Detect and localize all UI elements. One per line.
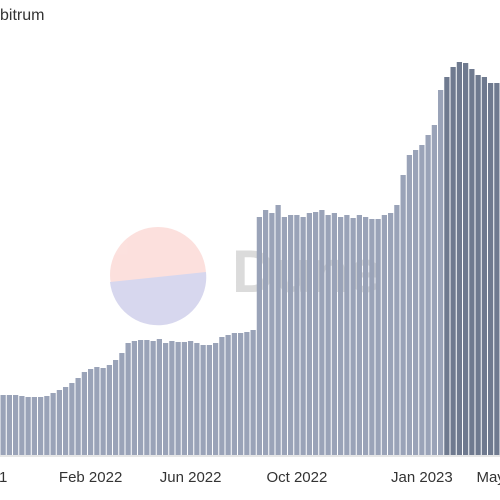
bar [194, 343, 200, 455]
bar [88, 369, 94, 455]
bar [294, 215, 300, 455]
x-tick-label: Jan 2023 [391, 469, 453, 486]
bar [400, 175, 406, 455]
bar [169, 341, 175, 455]
bar [269, 213, 275, 455]
bar [319, 210, 325, 455]
bar [431, 125, 437, 455]
bar [75, 378, 81, 455]
bar [100, 368, 106, 455]
bar [156, 339, 162, 455]
bar [394, 205, 400, 455]
x-tick-label: May [476, 469, 500, 486]
bar [288, 215, 294, 455]
x-tick-label: Feb 2022 [59, 469, 122, 486]
bar [144, 340, 150, 455]
bar [363, 217, 369, 455]
bar [6, 395, 12, 455]
bar [50, 393, 56, 455]
bar [106, 365, 112, 455]
bar [63, 387, 69, 455]
bar [350, 218, 356, 455]
bar [438, 90, 444, 455]
bar [450, 67, 456, 455]
bar [38, 397, 44, 455]
watermark-logo-half [110, 272, 207, 326]
bar [463, 63, 469, 455]
bar [238, 333, 244, 455]
bar [388, 213, 394, 455]
bar [56, 390, 62, 455]
bar [44, 396, 50, 455]
bar [425, 135, 431, 455]
bar [19, 396, 25, 455]
bar [419, 145, 425, 455]
bar [31, 397, 37, 455]
bar [263, 210, 269, 455]
bar [406, 155, 412, 455]
bar [338, 217, 344, 455]
bar [281, 217, 287, 455]
bar [225, 335, 231, 455]
bar [119, 353, 125, 455]
bar [150, 341, 156, 455]
bar [138, 340, 144, 455]
bar [213, 343, 219, 455]
x-tick-label: Oct 2022 [266, 469, 327, 486]
bar [81, 372, 87, 455]
bar [481, 77, 487, 455]
chart-title: bitrum [0, 7, 44, 24]
bar [0, 395, 6, 455]
bar [131, 341, 137, 455]
bar [231, 333, 237, 455]
bar [300, 217, 306, 455]
bar [475, 75, 481, 455]
bar [219, 337, 225, 455]
bar [306, 213, 312, 455]
bar [469, 69, 475, 455]
bar [331, 213, 337, 455]
bar [125, 343, 131, 455]
bar [69, 383, 75, 455]
bar [275, 205, 281, 455]
bar [369, 219, 375, 455]
bar [188, 341, 194, 455]
bar [325, 215, 331, 455]
bar [356, 215, 362, 455]
bar [206, 345, 212, 455]
bar [375, 219, 381, 455]
bar [344, 215, 350, 455]
bar [113, 360, 119, 455]
bar [244, 332, 250, 455]
x-tick-label: Jun 2022 [160, 469, 222, 486]
bar [444, 77, 450, 455]
bar [250, 330, 256, 455]
bar [413, 150, 419, 455]
bar [381, 215, 387, 455]
bar [256, 217, 262, 455]
bar [456, 62, 462, 455]
bar [313, 212, 319, 455]
bar [94, 367, 100, 455]
watermark-logo [110, 227, 206, 323]
x-tick-label: 1 [0, 469, 7, 486]
bar [163, 343, 169, 455]
bar [13, 395, 19, 455]
bar [488, 83, 494, 455]
bar [175, 342, 181, 455]
bar [200, 345, 206, 455]
bar [181, 342, 187, 455]
bar [494, 83, 500, 455]
bar [25, 397, 31, 455]
